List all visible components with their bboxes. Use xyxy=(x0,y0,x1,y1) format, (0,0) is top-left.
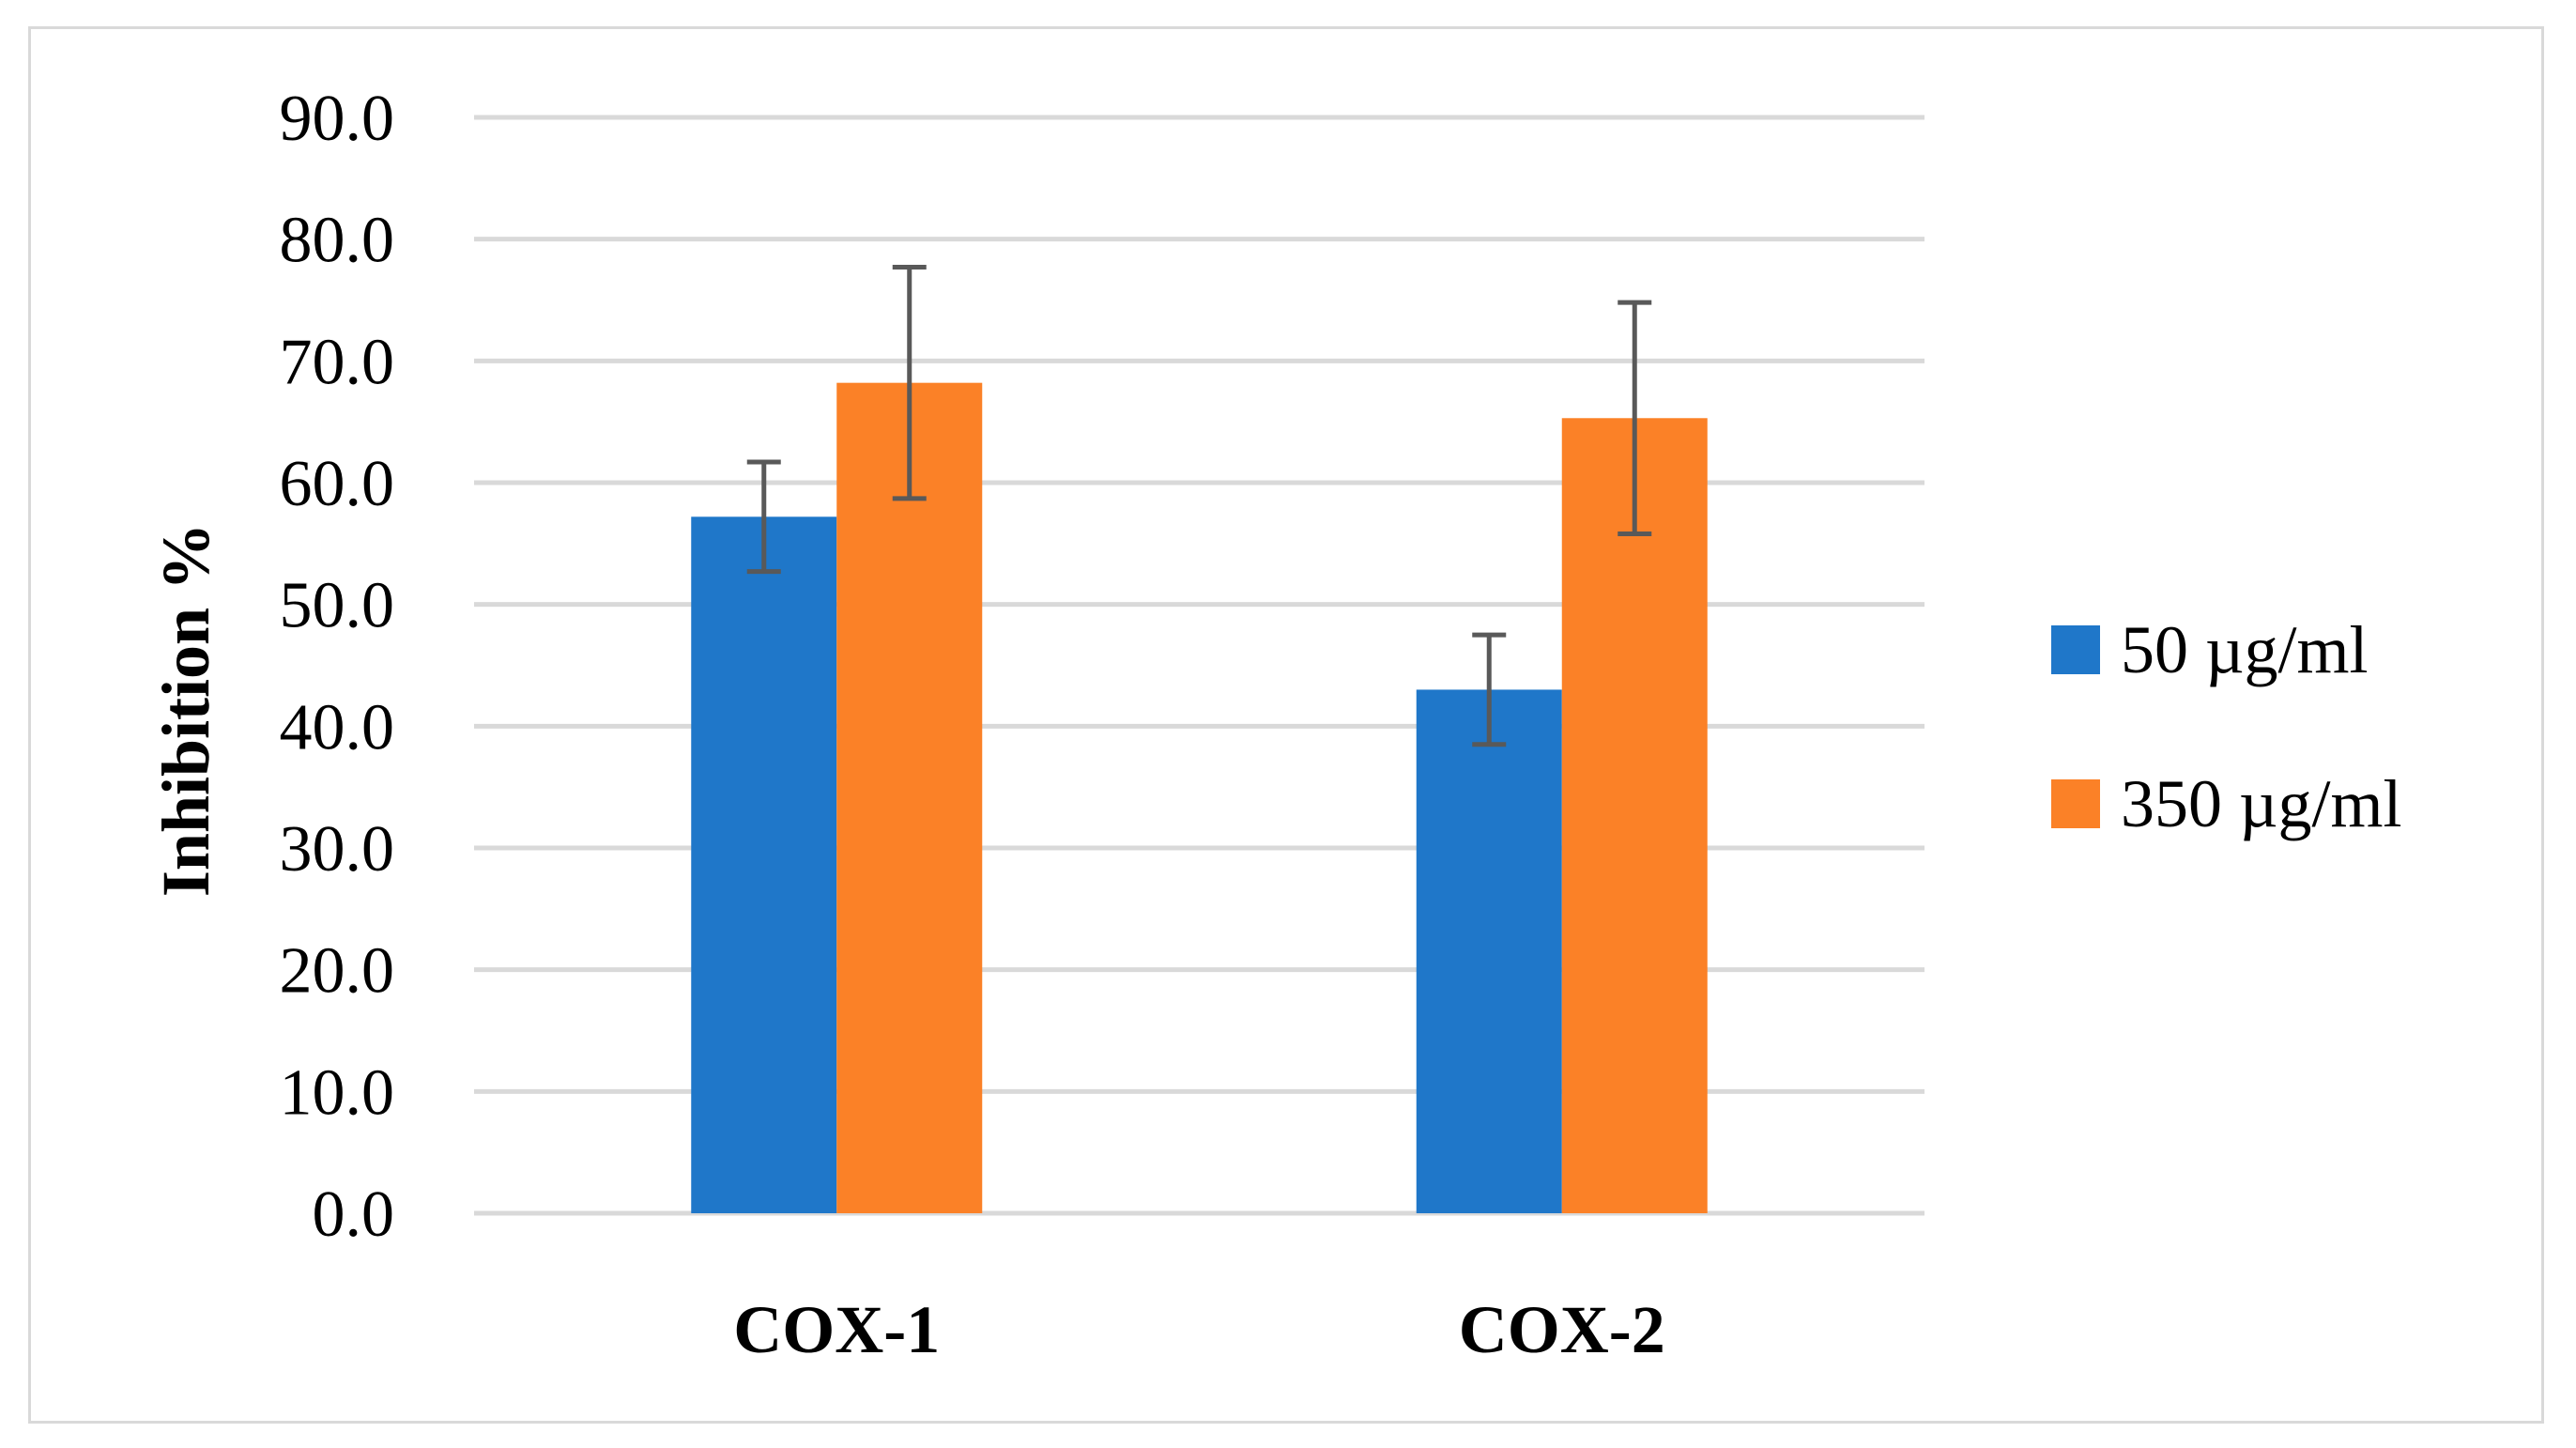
legend-item-series-0: 50 µg/ml xyxy=(2051,612,2369,687)
y-tick-label: 80.0 xyxy=(280,205,395,277)
y-tick-labels: 0.0 10.0 20.0 30.0 40.0 50.0 60.0 70.0 80.0 90.0 xyxy=(280,83,395,1251)
error-bar-cox-2-series-0 xyxy=(1472,632,1507,747)
bar-layer xyxy=(691,382,1708,1213)
error-bar-cox-1-series-1 xyxy=(892,264,927,501)
legend-swatch xyxy=(2051,779,2100,828)
y-tick-label: 20.0 xyxy=(280,935,395,1008)
bar-cox-2-series-0 xyxy=(1416,689,1562,1213)
x-category-label-cox-2: COX-2 xyxy=(1459,1292,1665,1367)
legend-label: 50 µg/ml xyxy=(2121,612,2369,687)
legend-item-series-1: 350 µg/ml xyxy=(2051,766,2402,841)
legend: 50 µg/ml 350 µg/ml xyxy=(2051,612,2402,841)
y-tick-label: 10.0 xyxy=(280,1056,395,1129)
y-tick-label: 70.0 xyxy=(280,326,395,398)
x-category-labels: COX-1 COX-2 xyxy=(733,1292,1664,1367)
legend-label: 350 µg/ml xyxy=(2121,766,2402,841)
bar-cox-1-series-1 xyxy=(836,382,983,1213)
y-tick-label: 60.0 xyxy=(280,448,395,520)
y-tick-label: 50.0 xyxy=(280,570,395,642)
y-tick-label: 0.0 xyxy=(313,1178,395,1251)
y-axis-title: Inhibition % xyxy=(148,523,223,897)
bar-cox-1-series-0 xyxy=(691,516,837,1213)
error-bar-cox-2-series-1 xyxy=(1618,300,1652,536)
error-bar-cox-1-series-0 xyxy=(746,459,781,575)
y-tick-label: 40.0 xyxy=(280,691,395,763)
y-tick-label: 30.0 xyxy=(280,813,395,886)
x-category-label-cox-1: COX-1 xyxy=(733,1292,940,1367)
error-bar-layer xyxy=(746,264,1652,747)
bar-cox-2-series-1 xyxy=(1561,418,1708,1213)
legend-swatch xyxy=(2051,625,2100,674)
y-tick-label: 90.0 xyxy=(280,83,395,155)
